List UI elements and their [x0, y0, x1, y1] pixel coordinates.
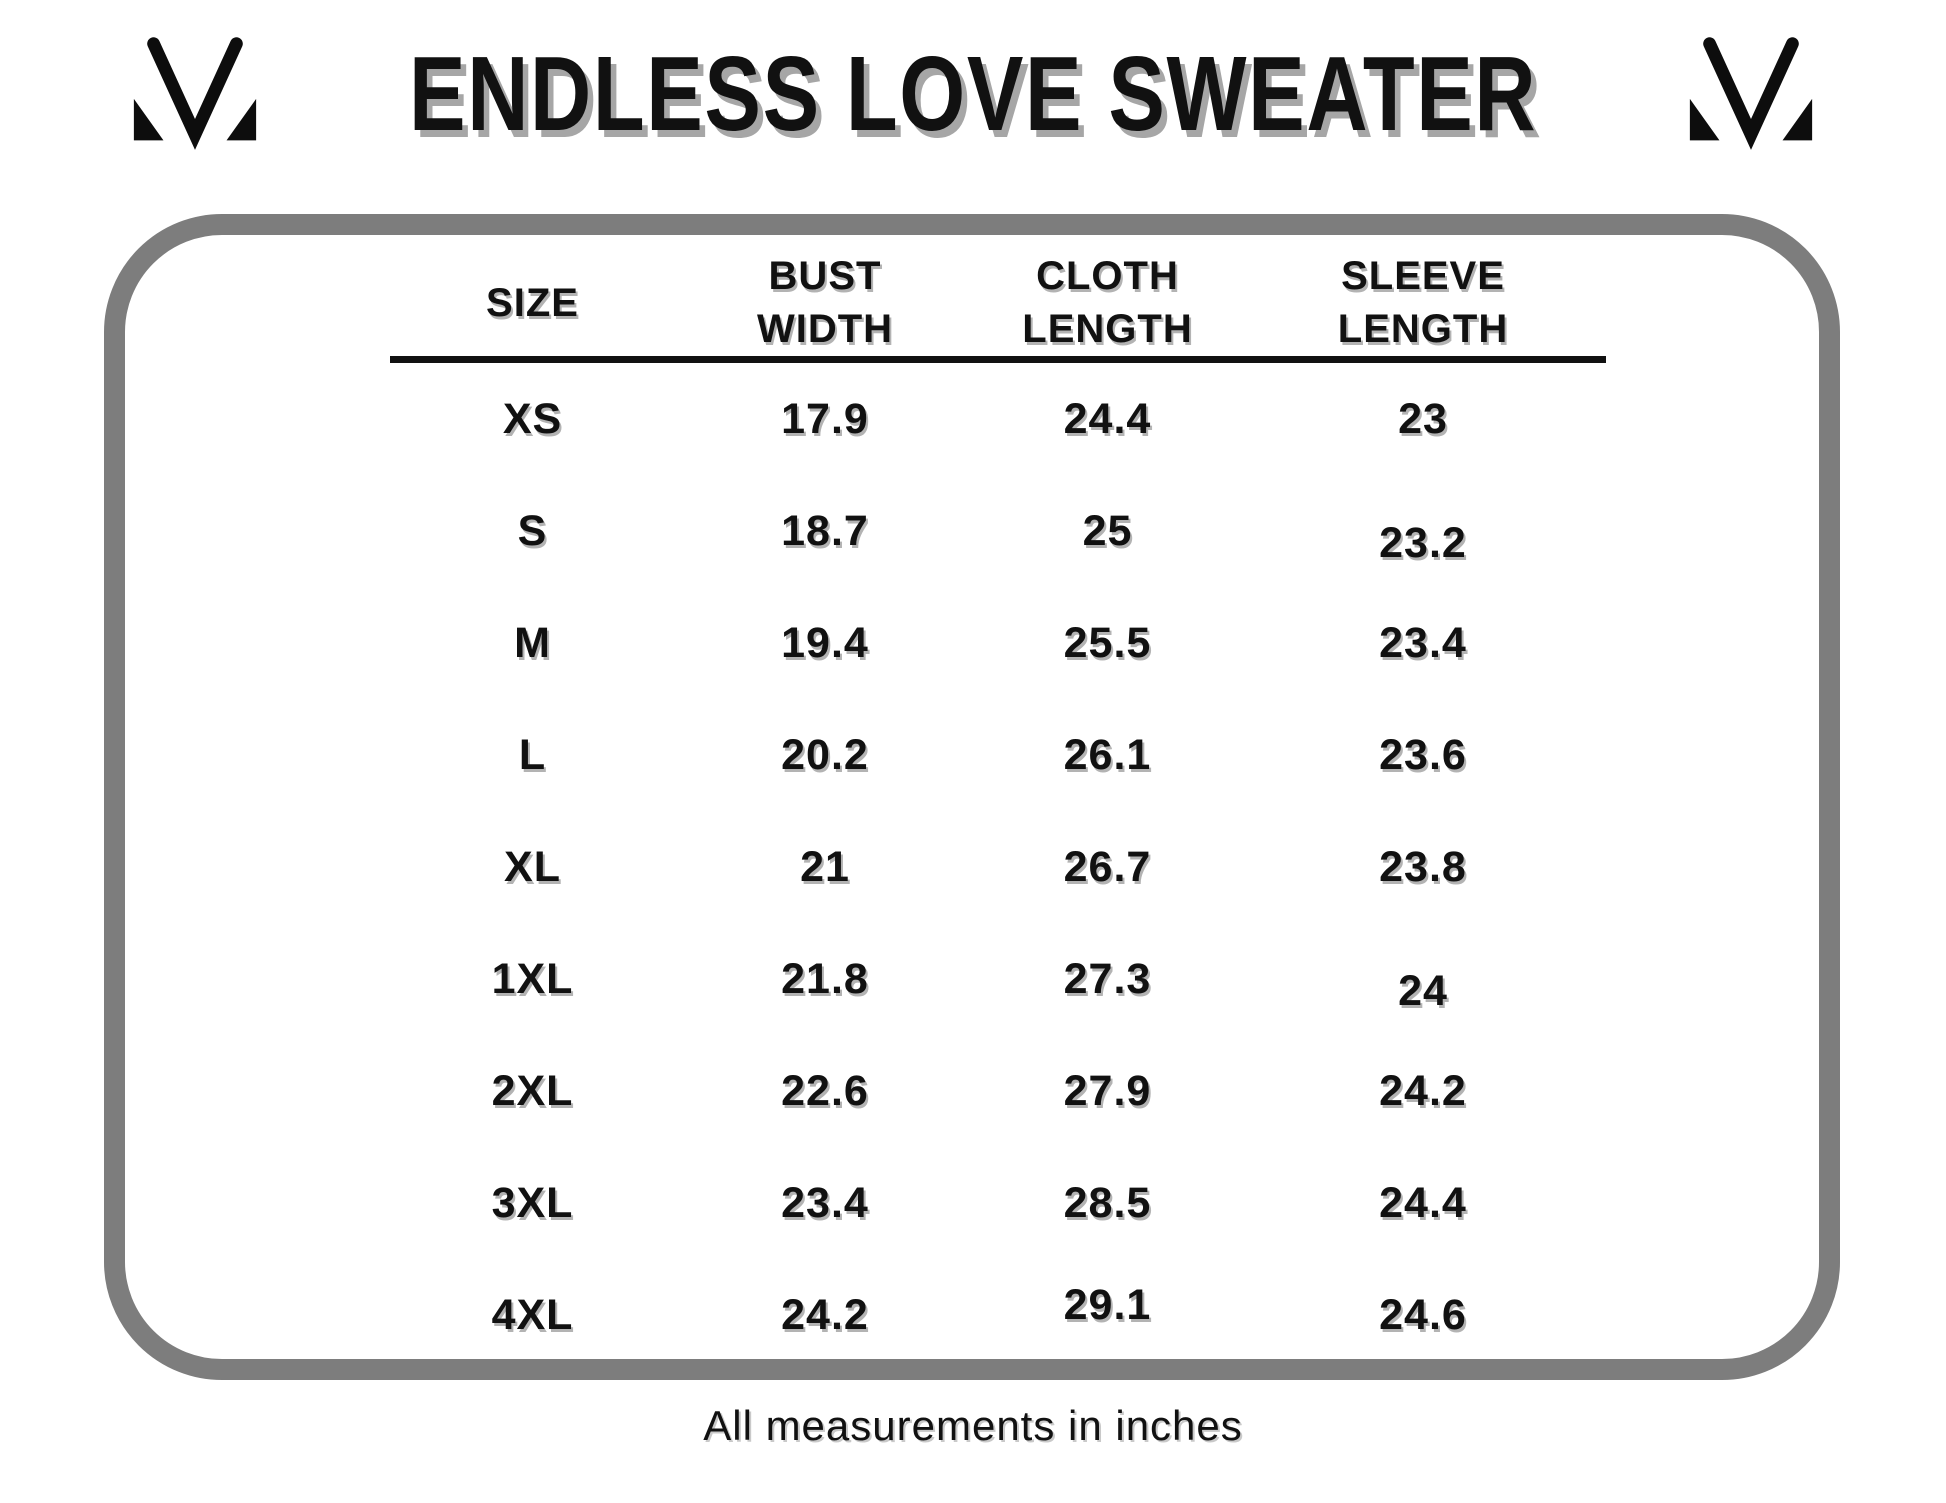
column-header-sleeve-length: SLEEVE LENGTH — [1337, 254, 1509, 351]
bust-width-value: 20.2 — [781, 730, 869, 779]
table-row: 3XL 23.4 28.5 24.4 — [390, 1147, 1606, 1259]
size-label: 3XL — [491, 1178, 574, 1227]
table-row: XL 21 26.7 23.8 — [390, 811, 1606, 923]
size-label: M — [514, 618, 551, 667]
table-row: 2XL 22.6 27.9 24.2 — [390, 1035, 1606, 1147]
column-header-cloth-length: CLOTH LENGTH — [1022, 254, 1193, 351]
cloth-length-value: 25 — [1082, 506, 1133, 555]
column-header-bust-width: BUST WIDTH — [756, 254, 894, 351]
page-title: ENDLESS LOVE SWEATER — [408, 35, 1538, 153]
brand-m-logo-icon — [1690, 37, 1813, 150]
sleeve-length-value: 24.4 — [1379, 1178, 1467, 1227]
header-underline — [390, 356, 1606, 363]
table-row: L 20.2 26.1 23.6 — [390, 699, 1606, 811]
cloth-length-value: 27.9 — [1063, 1066, 1152, 1115]
bust-width-value: 24.2 — [781, 1290, 869, 1339]
cloth-length-value: 24.4 — [1063, 394, 1152, 443]
size-label: L — [518, 730, 547, 779]
size-chart-frame — [104, 214, 1840, 1380]
header-bar: ENDLESS LOVE SWEATER — [0, 24, 1946, 164]
sleeve-length-value: 24 — [1398, 966, 1448, 1015]
bust-width-value: 23.4 — [781, 1178, 869, 1227]
sleeve-length-value: 23 — [1398, 394, 1448, 443]
bust-width-value: 19.4 — [781, 618, 869, 667]
cloth-length-value: 26.1 — [1063, 730, 1152, 779]
cloth-length-value: 29.1 — [1063, 1280, 1152, 1329]
size-label: XS — [502, 394, 563, 443]
sleeve-length-value: 23.2 — [1379, 518, 1467, 567]
table-row: XS 17.9 24.4 23 — [390, 363, 1606, 475]
sleeve-length-value: 24.6 — [1379, 1290, 1467, 1339]
cloth-length-value: 26.7 — [1063, 842, 1152, 891]
size-label: XL — [504, 842, 561, 891]
sleeve-length-value: 23.4 — [1379, 618, 1467, 667]
brand-m-logo-icon — [133, 37, 256, 150]
table-header-row: SIZE BUST WIDTH CLOTH LENGTH SLEEVE LENG… — [390, 250, 1606, 356]
size-chart-table: SIZE BUST WIDTH CLOTH LENGTH SLEEVE LENG… — [390, 250, 1606, 1371]
cloth-length-value: 28.5 — [1063, 1178, 1152, 1227]
table-row: 1XL 21.8 27.3 24 — [390, 923, 1606, 1035]
size-label: 2XL — [491, 1066, 574, 1115]
bust-width-value: 18.7 — [781, 506, 869, 555]
bust-width-value: 17.9 — [781, 394, 869, 443]
column-header-size: SIZE — [486, 280, 579, 325]
bust-width-value: 21 — [800, 842, 850, 891]
table-row: S 18.7 25 23.2 — [390, 475, 1606, 587]
size-label: 4XL — [491, 1290, 574, 1339]
sleeve-length-value: 24.2 — [1379, 1066, 1467, 1115]
bust-width-value: 21.8 — [781, 954, 869, 1003]
footer-note: All measurements in inches — [703, 1402, 1243, 1449]
table-row: M 19.4 25.5 23.4 — [390, 587, 1606, 699]
sleeve-length-value: 23.6 — [1379, 730, 1467, 779]
size-label: 1XL — [491, 954, 574, 1003]
cloth-length-value: 27.3 — [1063, 954, 1152, 1003]
size-label: S — [517, 506, 548, 555]
sleeve-length-value: 23.8 — [1379, 842, 1467, 891]
cloth-length-value: 25.5 — [1063, 618, 1152, 667]
bust-width-value: 22.6 — [781, 1066, 869, 1115]
table-row: 4XL 24.2 29.1 24.6 — [390, 1259, 1606, 1371]
